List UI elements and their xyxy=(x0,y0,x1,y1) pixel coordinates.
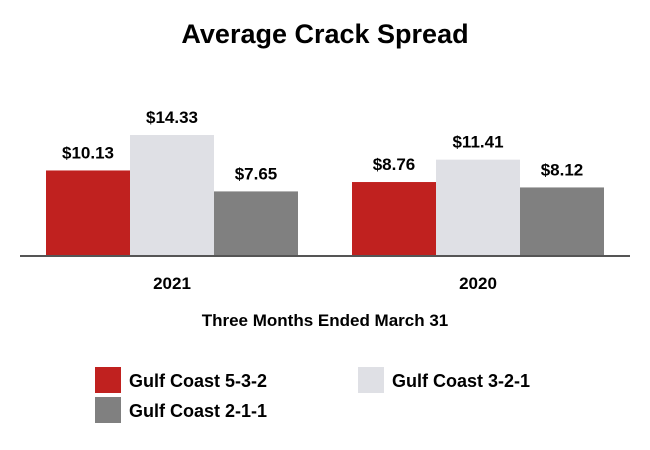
legend: Gulf Coast 5-3-2 Gulf Coast 3-2-1 Gulf Coa… xyxy=(95,367,530,423)
legend-swatch-1 xyxy=(358,367,384,393)
bar-2020-gulf-coast-5-3-2 xyxy=(352,182,436,256)
x-tick-label-2020: 2020 xyxy=(459,274,497,293)
legend-label-0: Gulf Coast 5-3-2 xyxy=(129,371,267,391)
x-tick-labels: 2021 2020 xyxy=(153,274,497,293)
data-label-2020-1: $11.41 xyxy=(452,133,503,152)
bar-2021-gulf-coast-3-2-1 xyxy=(130,135,214,256)
bar-2020-gulf-coast-3-2-1 xyxy=(436,159,520,256)
data-label-2020-0: $8.76 xyxy=(373,155,416,174)
data-label-2021-1: $14.33 xyxy=(146,108,198,127)
data-label-2021-0: $10.13 xyxy=(62,143,114,162)
legend-label-2: Gulf Coast 2-1-1 xyxy=(129,401,267,421)
data-label-2020-2: $8.12 xyxy=(541,160,584,179)
bar-2021-gulf-coast-5-3-2 xyxy=(46,170,130,256)
bar-2020-gulf-coast-2-1-1 xyxy=(520,187,604,256)
bar-2021-gulf-coast-2-1-1 xyxy=(214,191,298,256)
legend-swatch-0 xyxy=(95,367,121,393)
x-axis-label: Three Months Ended March 31 xyxy=(202,311,449,330)
x-tick-label-2021: 2021 xyxy=(153,274,191,293)
bar-group: $10.13 $14.33 $7.65 $8.76 $11.41 $8.12 xyxy=(46,108,604,256)
chart-title: Average Crack Spread xyxy=(181,19,468,49)
legend-swatch-2 xyxy=(95,397,121,423)
data-label-2021-2: $7.65 xyxy=(235,164,278,183)
legend-label-1: Gulf Coast 3-2-1 xyxy=(392,371,530,391)
